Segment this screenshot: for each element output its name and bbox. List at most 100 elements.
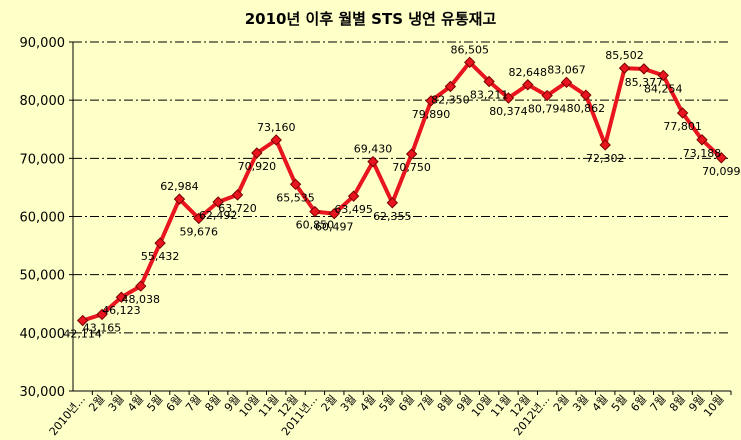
data-point: [270, 134, 282, 146]
data-point: [367, 155, 379, 168]
data-label: 80,862: [567, 102, 606, 115]
data-point: [386, 197, 399, 209]
data-label: 62,355: [373, 210, 412, 223]
x-tick-label: 7월: [415, 393, 436, 414]
data-label: 70,920: [238, 160, 277, 173]
data-label: 73,188: [683, 147, 722, 160]
data-label: 85,377: [625, 76, 664, 89]
x-tick-label: 10월: [237, 393, 262, 420]
x-tick-label: 6월: [396, 393, 417, 414]
data-point: [309, 205, 321, 218]
data-label: 82,648: [509, 66, 548, 79]
data-label: 63,495: [334, 203, 373, 216]
data-label: 59,676: [180, 225, 219, 238]
data-label: 46,123: [102, 304, 141, 317]
data-label: 84,254: [644, 82, 683, 95]
data-label: 55,432: [141, 250, 180, 263]
x-tick-label: 6월: [628, 393, 649, 414]
data-point: [464, 56, 476, 69]
data-label: 43,165: [83, 321, 122, 334]
x-tick-label: 7월: [183, 393, 204, 414]
y-tick-label: 90,000: [20, 36, 66, 51]
x-tick-label: 5월: [144, 393, 165, 414]
x-tick-label: 11월: [488, 393, 513, 420]
x-tick-label: 4월: [357, 393, 378, 414]
data-point: [193, 212, 205, 225]
data-label: 48,038: [121, 293, 160, 306]
x-tick-label: 5월: [377, 393, 398, 414]
data-point: [502, 92, 515, 104]
data-label: 60,497: [315, 221, 354, 234]
data-point: [638, 63, 650, 75]
y-tick-label: 50,000: [20, 269, 66, 284]
data-point: [115, 291, 128, 303]
x-tick-label: 3월: [106, 393, 127, 414]
data-point: [289, 178, 302, 191]
data-point: [618, 62, 631, 74]
x-tick-label: 3월: [570, 393, 591, 414]
data-point: [251, 147, 263, 159]
data-point: [154, 237, 166, 249]
data-point: [676, 107, 689, 119]
data-point: [715, 152, 728, 164]
data-point: [483, 75, 495, 88]
data-label: 73,160: [257, 121, 296, 134]
data-label: 70,099: [702, 165, 741, 178]
data-label: 69,430: [354, 143, 393, 156]
data-label: 65,535: [276, 191, 315, 204]
data-point: [580, 89, 592, 101]
data-point: [657, 69, 669, 82]
y-tick-label: 60,000: [20, 211, 66, 226]
data-point: [405, 148, 418, 160]
data-label: 80,374: [489, 105, 528, 118]
y-tick-label: 40,000: [20, 327, 66, 342]
data-point: [231, 189, 244, 201]
data-point: [560, 76, 573, 89]
x-tick-label: 8월: [202, 393, 223, 414]
data-point: [522, 79, 534, 91]
data-point: [212, 196, 224, 208]
data-label: 79,890: [412, 108, 451, 121]
y-tick-label: 70,000: [20, 152, 66, 167]
data-label: 82,350: [431, 93, 470, 106]
data-label: 85,502: [605, 49, 644, 62]
data-label: 62,492: [199, 209, 238, 222]
data-label: 77,801: [663, 120, 702, 133]
data-label: 60,850: [296, 219, 335, 232]
data-label: 86,505: [450, 43, 489, 56]
x-tick-label: 2월: [551, 393, 572, 414]
x-tick-label: 2월: [319, 393, 340, 414]
data-label: 70,750: [392, 161, 431, 174]
x-tick-label: 3월: [338, 393, 359, 414]
data-label: 83,211: [470, 88, 509, 101]
chart-title: 2010년 이후 월별 STS 냉연 유통재고: [244, 10, 497, 28]
x-tick-label: 10월: [701, 393, 726, 420]
data-point: [76, 314, 89, 327]
data-label: 42,114: [63, 328, 102, 341]
data-point: [599, 139, 611, 151]
x-tick-label: 4월: [125, 393, 146, 414]
series-line: [82, 60, 723, 323]
x-tick-label: 2월: [86, 393, 107, 414]
data-point: [541, 89, 553, 102]
data-point: [173, 193, 186, 205]
x-tick-label: 8월: [667, 393, 688, 414]
data-point: [135, 280, 147, 292]
y-tick-label: 80,000: [20, 94, 66, 109]
data-label: 62,984: [160, 180, 199, 193]
x-tick-label: 4월: [590, 393, 611, 414]
data-point: [347, 190, 360, 202]
x-tick-label: 7월: [648, 393, 669, 414]
x-tick-label: 8월: [435, 393, 456, 414]
data-point: [328, 207, 340, 220]
x-tick-label: 10월: [469, 393, 494, 420]
x-tick-label: 6월: [164, 393, 185, 414]
data-point: [425, 95, 437, 107]
data-point: [696, 134, 708, 146]
x-tick-label: 11월: [256, 393, 281, 420]
data-label: 83,067: [547, 63, 586, 76]
y-tick-label: 30,000: [20, 385, 66, 400]
data-point: [444, 80, 457, 93]
data-label: 63,720: [218, 202, 257, 215]
